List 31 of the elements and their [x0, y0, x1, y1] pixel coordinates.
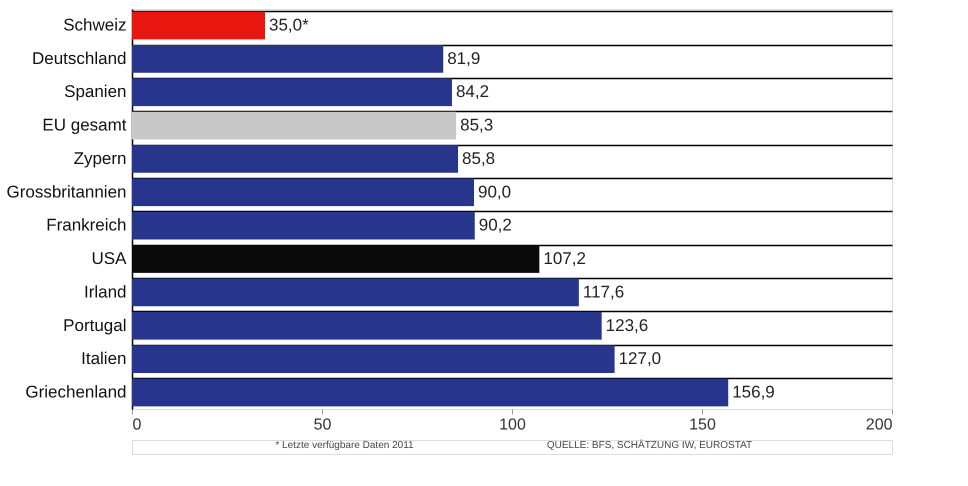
data-label: 123,6 — [606, 316, 648, 335]
data-label: 90,2 — [478, 216, 512, 235]
data-label: 107,2 — [543, 249, 586, 268]
y-tick-label: EU gesamt — [42, 116, 127, 135]
x-tick-label: 150 — [689, 416, 716, 434]
x-tick-label: 200 — [866, 416, 893, 434]
y-tick-label: Italien — [81, 349, 126, 368]
y-tick-label: Schweiz — [63, 16, 126, 35]
y-tick-label: Portugal — [63, 316, 126, 335]
y-tick-label: USA — [92, 249, 128, 268]
data-label: 85,8 — [462, 148, 496, 168]
y-tick-label: Grossbritannien — [6, 182, 126, 202]
y-tick-label: Frankreich — [46, 216, 126, 235]
data-label: 84,2 — [456, 82, 490, 102]
data-label: 117,6 — [582, 282, 624, 302]
data-label: 127,0 — [618, 349, 662, 368]
text: * Letzte verfügbare Daten 2011 — [275, 440, 414, 451]
x-tick-label: 100 — [499, 416, 526, 434]
data-label: 85,3 — [460, 116, 494, 135]
y-tick-label: Irland — [84, 282, 126, 302]
y-tick-label: Deutschland — [32, 48, 126, 68]
data-label: 156,9 — [732, 382, 775, 402]
data-label: 90,0 — [478, 182, 512, 202]
y-tick-label: Zypern — [74, 148, 126, 168]
x-tick-label: 50 — [314, 416, 332, 434]
y-tick-label: Spanien — [64, 82, 126, 102]
data-label: 81,9 — [447, 48, 480, 68]
x-tick-label: 0 — [132, 416, 142, 434]
y-tick-label: Griechenland — [25, 382, 126, 402]
data-label: 35,0* — [269, 16, 310, 35]
source-note: QUELLE: BFS, SCHÄTZUNG IW, EUROSTAT — [546, 439, 752, 451]
